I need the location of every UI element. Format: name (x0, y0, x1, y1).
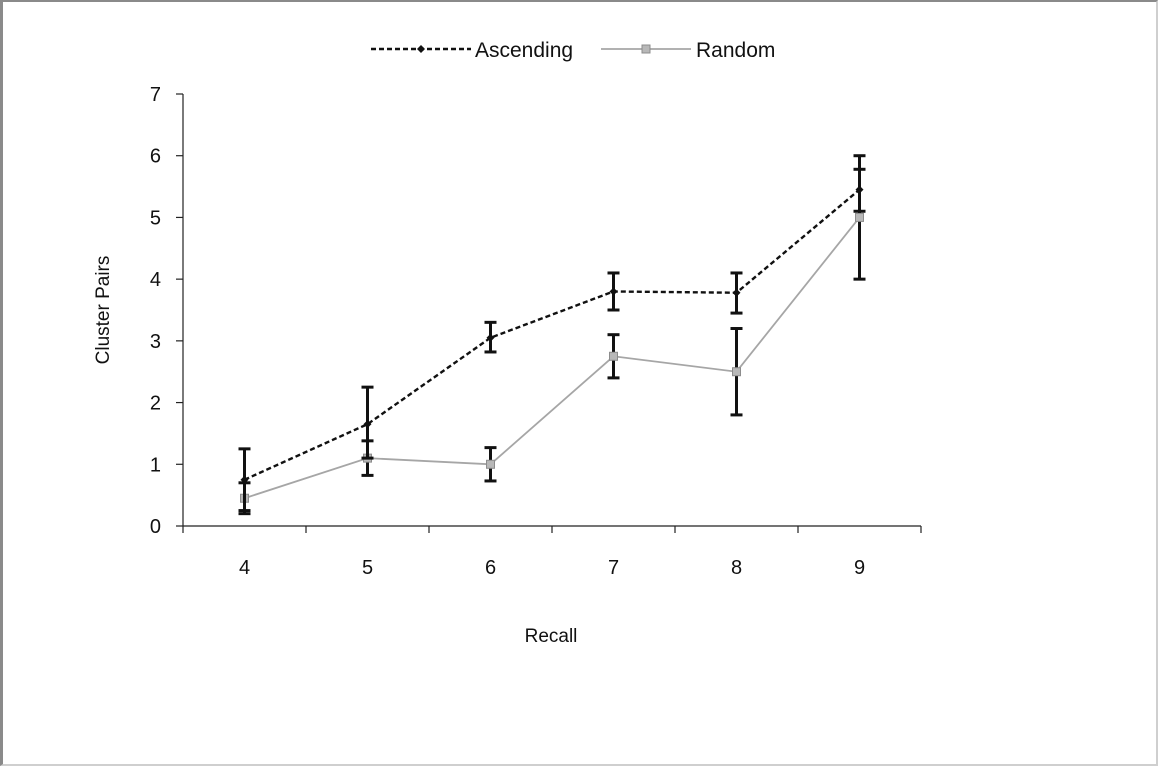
x-tick-label: 8 (731, 557, 742, 579)
data-point (486, 459, 495, 469)
y-axis-label: Cluster Pairs (93, 256, 114, 365)
plot-area (238, 154, 866, 516)
y-tick-label: 1 (150, 454, 161, 476)
data-point (609, 287, 618, 296)
series-line (244, 188, 861, 481)
line-chart: Ascending Random 0 1 2 3 4 5 6 7 4 5 6 7 8 9 Cluster P… (93, 39, 922, 647)
data-point (855, 185, 864, 194)
y-tick-label: 6 (150, 146, 161, 168)
legend-label: Random (696, 39, 775, 62)
x-tick-label: 6 (485, 557, 496, 579)
series-ascending (238, 154, 866, 513)
y-tick-label: 7 (150, 84, 161, 106)
y-tick-label: 4 (150, 269, 161, 291)
data-point (732, 288, 741, 297)
data-point (486, 333, 495, 342)
data-point (732, 367, 741, 377)
legend-label: Ascending (475, 39, 573, 62)
x-tick-label: 4 (239, 557, 250, 579)
y-tick-label: 5 (150, 207, 161, 229)
legend-item-ascending: Ascending (371, 39, 573, 62)
y-tick-label: 0 (150, 516, 161, 538)
x-tick-label: 7 (608, 557, 619, 579)
y-tick-label: 2 (150, 393, 161, 415)
series-random (238, 167, 866, 516)
x-axis-label: Recall (525, 626, 578, 647)
axes: 0 1 2 3 4 5 6 7 4 5 6 7 8 9 (150, 84, 922, 579)
error-bar (853, 154, 866, 213)
legend-marker (417, 45, 425, 53)
legend: Ascending Random (371, 39, 775, 62)
x-tick-label: 9 (854, 557, 865, 579)
legend-marker (641, 44, 651, 54)
data-point (855, 212, 864, 222)
x-tick-label: 5 (362, 557, 373, 579)
data-point (609, 351, 618, 361)
y-tick-label: 3 (150, 331, 161, 353)
data-point (240, 475, 249, 484)
legend-item-random: Random (601, 39, 775, 62)
series-line (244, 216, 861, 500)
data-point (363, 420, 372, 429)
